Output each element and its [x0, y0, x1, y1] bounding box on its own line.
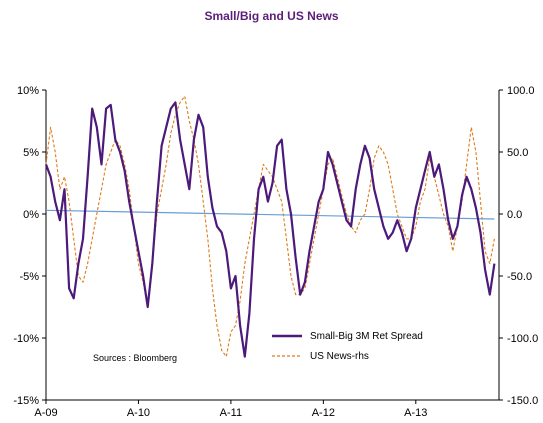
left-tick-label: -5%	[19, 271, 39, 283]
x-tick-labels: A-09 A-10 A-11 A-12 A-13	[34, 400, 427, 419]
x-tick-label: A-13	[404, 407, 427, 419]
left-tick-label: 5%	[23, 147, 39, 159]
series-trend-line	[45, 209, 495, 220]
series-small-big-line	[44, 101, 496, 358]
left-tick-label: 0%	[23, 209, 39, 221]
right-tick-label: -100.0	[507, 333, 538, 345]
x-tick-label: A-10	[127, 407, 150, 419]
chart-title: Small/Big and US News	[204, 9, 338, 23]
right-tick-label: -150.0	[507, 395, 538, 407]
legend-label-small-big: Small-Big 3M Ret Spread	[310, 331, 423, 342]
right-tick-label: -50.0	[507, 271, 532, 283]
series-us-news-line	[45, 95, 495, 358]
legend-label-us-news: US News-rhs	[310, 351, 369, 362]
left-tick-label: -10%	[13, 333, 39, 345]
right-tick-label: 50.0	[507, 147, 528, 159]
axes	[45, 90, 500, 401]
source-note: Sources : Bloomberg	[93, 353, 177, 363]
left-tick-label: 10%	[17, 85, 39, 97]
legend: Small-Big 3M Ret Spread US News-rhs	[272, 331, 423, 362]
left-tick-label: -15%	[13, 395, 39, 407]
right-tick-label: 100.0	[507, 85, 535, 97]
right-tick-labels: 100.0 50.0 0.0 -50.0 -100.0 -150.0	[499, 85, 538, 407]
x-tick-label: A-09	[34, 407, 57, 419]
x-tick-label: A-12	[312, 407, 335, 419]
x-tick-label: A-11	[220, 407, 242, 419]
series-layer	[44, 95, 496, 358]
right-tick-label: 0.0	[507, 209, 522, 221]
left-tick-labels: 10% 5% 0% -5% -10% -15%	[13, 85, 46, 407]
